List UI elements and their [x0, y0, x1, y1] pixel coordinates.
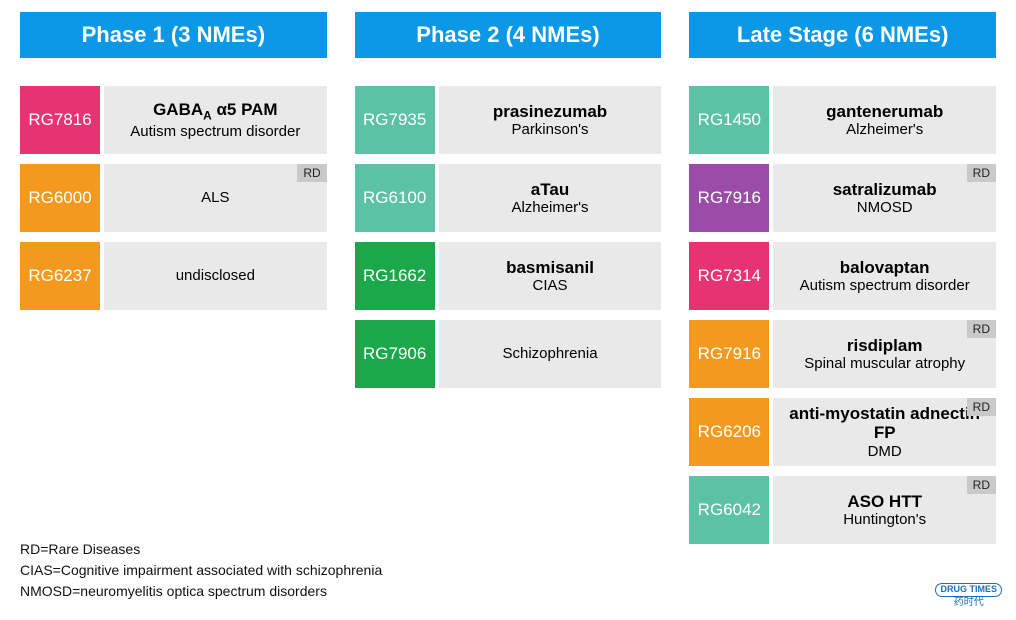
- compound-title: gantenerumab: [826, 102, 943, 122]
- compound-title: basmisanil: [506, 258, 594, 278]
- compound-title: GABAA α5 PAM: [153, 100, 278, 123]
- pipeline-item: RG7314balovaptanAutism spectrum disorder: [689, 242, 996, 310]
- column-rows: RG7816GABAA α5 PAMAutism spectrum disord…: [20, 86, 327, 310]
- compound-code: RG1662: [355, 242, 435, 310]
- compound-desc: gantenerumabAlzheimer's: [773, 86, 996, 154]
- compound-code: RG1450: [689, 86, 769, 154]
- pipeline-item: RG7916 satralizumabNMOSD RD: [689, 164, 996, 232]
- compound-desc: balovaptanAutism spectrum disorder: [773, 242, 996, 310]
- compound-desc: anti-myostatin adnectin FPDMD RD: [773, 398, 996, 466]
- compound-title: ASO HTT: [847, 492, 922, 512]
- compound-code: RG7816: [20, 86, 100, 154]
- compound-indication: Spinal muscular atrophy: [804, 355, 965, 372]
- pipeline-columns: Phase 1 (3 NMEs)RG7816GABAA α5 PAMAutism…: [20, 12, 996, 544]
- compound-desc: ASO HTTHuntington's RD: [773, 476, 996, 544]
- pipeline-item: RG7935prasinezumabParkinson's: [355, 86, 662, 154]
- compound-desc: Schizophrenia: [439, 320, 662, 388]
- compound-indication: DMD: [868, 443, 902, 460]
- compound-desc: GABAA α5 PAMAutism spectrum disorder: [104, 86, 327, 154]
- compound-code: RG6100: [355, 164, 435, 232]
- compound-code: RG6000: [20, 164, 100, 232]
- rd-badge: RD: [967, 320, 996, 338]
- column-header: Phase 1 (3 NMEs): [20, 12, 327, 58]
- rd-badge: RD: [297, 164, 326, 182]
- legend-line: NMOSD=neuromyelitis optica spectrum diso…: [20, 581, 382, 602]
- compound-indication: Alzheimer's: [846, 121, 923, 138]
- rd-badge: RD: [967, 164, 996, 182]
- compound-indication: CIAS: [533, 277, 568, 294]
- pipeline-item: RG6237 undisclosed: [20, 242, 327, 310]
- rd-badge: RD: [967, 476, 996, 494]
- rd-badge: RD: [967, 398, 996, 416]
- pipeline-item: RG6100aTauAlzheimer's: [355, 164, 662, 232]
- pipeline-item: RG1450gantenerumabAlzheimer's: [689, 86, 996, 154]
- compound-desc: undisclosed: [104, 242, 327, 310]
- compound-desc: satralizumabNMOSD RD: [773, 164, 996, 232]
- compound-indication: Parkinson's: [511, 121, 588, 138]
- compound-title: balovaptan: [840, 258, 930, 278]
- pipeline-item: RG7916risdiplamSpinal muscular atrophyRD: [689, 320, 996, 388]
- compound-indication: Autism spectrum disorder: [130, 123, 300, 140]
- pipeline-item: RG7816GABAA α5 PAMAutism spectrum disord…: [20, 86, 327, 154]
- compound-indication: Schizophrenia: [502, 345, 597, 362]
- compound-code: RG7916: [689, 164, 769, 232]
- column-rows: RG7935prasinezumabParkinson'sRG6100aTauA…: [355, 86, 662, 388]
- column-rows: RG1450gantenerumabAlzheimer'sRG7916satra…: [689, 86, 996, 544]
- compound-code: RG6237: [20, 242, 100, 310]
- compound-code: RG6206: [689, 398, 769, 466]
- compound-indication: Autism spectrum disorder: [800, 277, 970, 294]
- pipeline-column: Phase 1 (3 NMEs)RG7816GABAA α5 PAMAutism…: [20, 12, 327, 544]
- legend-line: RD=Rare Diseases: [20, 539, 382, 560]
- pipeline-column: Phase 2 (4 NMEs)RG7935prasinezumabParkin…: [355, 12, 662, 544]
- compound-indication: Huntington's: [843, 511, 926, 528]
- compound-title: satralizumab: [833, 180, 937, 200]
- pipeline-item: RG1662basmisanilCIAS: [355, 242, 662, 310]
- pipeline-item: RG6000 ALS RD: [20, 164, 327, 232]
- compound-indication: ALS: [201, 189, 229, 206]
- compound-indication: Alzheimer's: [511, 199, 588, 216]
- pipeline-item: RG6042 ASO HTTHuntington's RD: [689, 476, 996, 544]
- compound-indication: NMOSD: [857, 199, 913, 216]
- compound-code: RG6042: [689, 476, 769, 544]
- compound-code: RG7935: [355, 86, 435, 154]
- compound-desc: risdiplamSpinal muscular atrophyRD: [773, 320, 996, 388]
- compound-title: aTau: [531, 180, 569, 200]
- compound-indication: undisclosed: [176, 267, 255, 284]
- compound-desc: ALS RD: [104, 164, 327, 232]
- compound-title: prasinezumab: [493, 102, 607, 122]
- watermark: DRUG TIMES 药时代: [935, 583, 1002, 608]
- pipeline-item: RG7906 Schizophrenia: [355, 320, 662, 388]
- compound-code: RG7906: [355, 320, 435, 388]
- compound-code: RG7314: [689, 242, 769, 310]
- legend-line: CIAS=Cognitive impairment associated wit…: [20, 560, 382, 581]
- compound-desc: prasinezumabParkinson's: [439, 86, 662, 154]
- pipeline-column: Late Stage (6 NMEs)RG1450gantenerumabAlz…: [689, 12, 996, 544]
- compound-title: risdiplam: [847, 336, 923, 356]
- column-header: Phase 2 (4 NMEs): [355, 12, 662, 58]
- watermark-sub: 药时代: [954, 597, 984, 608]
- compound-desc: aTauAlzheimer's: [439, 164, 662, 232]
- compound-code: RG7916: [689, 320, 769, 388]
- column-header: Late Stage (6 NMEs): [689, 12, 996, 58]
- compound-desc: basmisanilCIAS: [439, 242, 662, 310]
- compound-title: anti-myostatin adnectin FP: [779, 404, 990, 443]
- watermark-pill: DRUG TIMES: [935, 583, 1002, 597]
- legend: RD=Rare Diseases CIAS=Cognitive impairme…: [20, 539, 382, 602]
- pipeline-item: RG6206 anti-myostatin adnectin FPDMD RD: [689, 398, 996, 466]
